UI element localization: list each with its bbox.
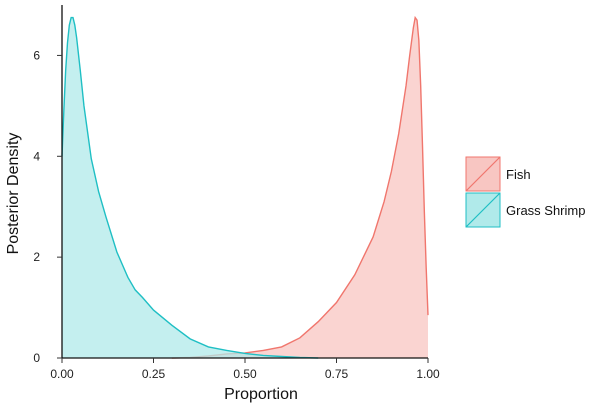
density-line-grass-shrimp: [61, 16, 319, 359]
x-axis-ticks: 0.00 0.25 0.50 0.75 1.00: [50, 358, 440, 381]
y-tick-label: 4: [33, 149, 40, 163]
y-axis-ticks: 0 2 4 6: [33, 48, 62, 365]
x-axis-title: Proportion: [224, 386, 298, 403]
y-tick-label: 2: [33, 250, 40, 264]
plot-area: [61, 15, 429, 359]
y-tick-label: 0: [33, 351, 40, 365]
density-area-grass-shrimp: [62, 17, 319, 359]
x-tick-label: 0.75: [325, 367, 349, 381]
legend-key-diagonal: [465, 192, 501, 228]
density-area-fish: [171, 17, 429, 359]
density-line-fish: [171, 15, 429, 359]
legend: Fish Grass Shrimp: [465, 156, 585, 228]
y-tick-label: 6: [33, 48, 40, 62]
legend-label-fish: Fish: [506, 167, 531, 182]
legend-label-grass-shrimp: Grass Shrimp: [506, 203, 585, 218]
x-tick-label: 1.00: [416, 367, 440, 381]
x-tick-label: 0.00: [50, 367, 74, 381]
x-tick-label: 0.25: [142, 367, 166, 381]
legend-key-diagonal: [465, 156, 501, 192]
y-axis-title: Posterior Density: [5, 133, 22, 255]
x-tick-label: 0.50: [233, 367, 257, 381]
